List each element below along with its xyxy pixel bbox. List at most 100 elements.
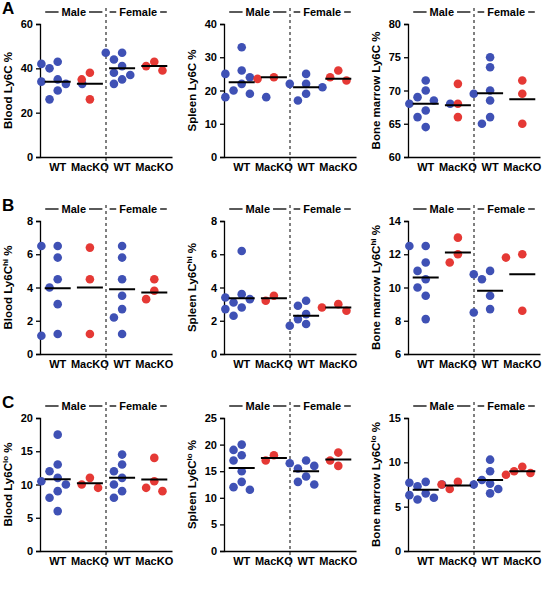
y-axis-title: Blood Ly6Clo % [1,443,15,527]
point [421,478,430,487]
point [518,90,527,99]
y-tick: 15 [21,445,40,457]
group-label: Female [487,203,525,215]
x-tick-label: WT [482,555,499,567]
y-tick: 14 [389,215,408,227]
y-axis-title-sup: hi [369,238,378,245]
point [118,305,127,314]
point [77,75,86,84]
plot-area [37,430,167,515]
mean-line [445,484,471,486]
point [86,95,95,104]
group-line [229,11,242,12]
x-tick-label: MacKO [439,161,477,173]
point [421,275,430,284]
point [302,472,311,481]
point [53,300,62,309]
point [37,242,46,251]
y-tick-label: 0 [395,545,401,557]
mean-line [261,457,287,459]
group-line [528,405,535,406]
point [110,494,119,503]
point [229,86,238,95]
point [413,283,422,292]
point [118,460,127,469]
y-tick: 20 [21,412,40,424]
y-tick-mark [220,551,224,552]
point [421,258,430,267]
x-tick-label: WT [233,555,250,567]
x-axis-line [225,354,357,355]
point [478,275,487,284]
x-tick-label: WT [49,555,66,567]
y-tick: 10 [389,456,408,468]
x-tick: WT [482,551,499,567]
group-label: Male [246,400,270,412]
x-tick: WT [482,157,499,173]
y-tick: 5 [395,501,408,513]
y-tick-label: 20 [205,439,217,451]
y-tick-mark [404,321,408,322]
y-axis-title-part: Blood Ly6C [2,463,14,526]
x-tick-label: MacKO [135,358,173,370]
mean-line [293,470,319,472]
group-line [273,405,286,406]
x-tick: WT [114,354,131,370]
point [469,90,478,99]
point [237,478,246,487]
y-tick: 0 [211,151,224,163]
group-divider [474,205,475,372]
x-tick-label: WT [298,358,315,370]
y-tick-label: 80 [389,18,401,30]
group-line [478,208,485,209]
y-axis-title-part: Bone marrow Ly6C [370,443,382,547]
x-tick-label: MacKO [71,555,109,567]
y-tick-label: 0 [27,545,33,557]
x-tick-label: WT [49,358,66,370]
y-tick-mark [404,418,408,419]
point [430,494,439,503]
y-tick-mark [404,157,408,158]
y-tick-mark [404,507,408,508]
point [118,75,127,84]
point [229,311,238,320]
mean-line [141,479,167,481]
mean-line [141,65,167,67]
group-line [89,208,102,209]
mean-line [477,290,503,292]
point [118,292,127,301]
y-tick-mark [36,551,40,552]
x-axis: WTMacKOWTMacKO [41,157,174,173]
y-tick-label: 0 [211,151,217,163]
y-tick-label: 5 [395,501,401,513]
y-tick: 6 [395,348,408,360]
y-tick-mark [220,287,224,288]
panel: 051015Bone marrow Ly6Clo %WTMacKOWTMacKO… [369,400,542,569]
x-tick-label: WT [233,358,250,370]
point [118,242,127,251]
y-tick-mark [220,124,224,125]
x-tick: MacKO [439,354,477,370]
point [302,320,311,329]
mean-line [509,98,535,100]
point [294,301,303,310]
point [86,330,95,339]
y-tick-label: 8 [211,215,217,227]
y-tick-mark [404,124,408,125]
point [437,480,446,489]
panel: 02468Blood Ly6Chi %WTMacKOWTMacKOMaleFem… [1,203,174,372]
y-tick-label: 20 [21,412,33,424]
y-tick: 2 [211,315,224,327]
point [237,290,246,299]
y-tick-label: 6 [395,348,401,360]
x-tick: WT [298,157,315,173]
point [53,487,62,496]
x-tick: WT [233,354,250,370]
plot-area [405,53,535,131]
point [262,93,271,102]
point [518,119,527,128]
y-axis: 6065707580 [389,18,409,163]
point [494,485,503,494]
point [342,76,351,85]
group-label: Female [487,6,525,18]
